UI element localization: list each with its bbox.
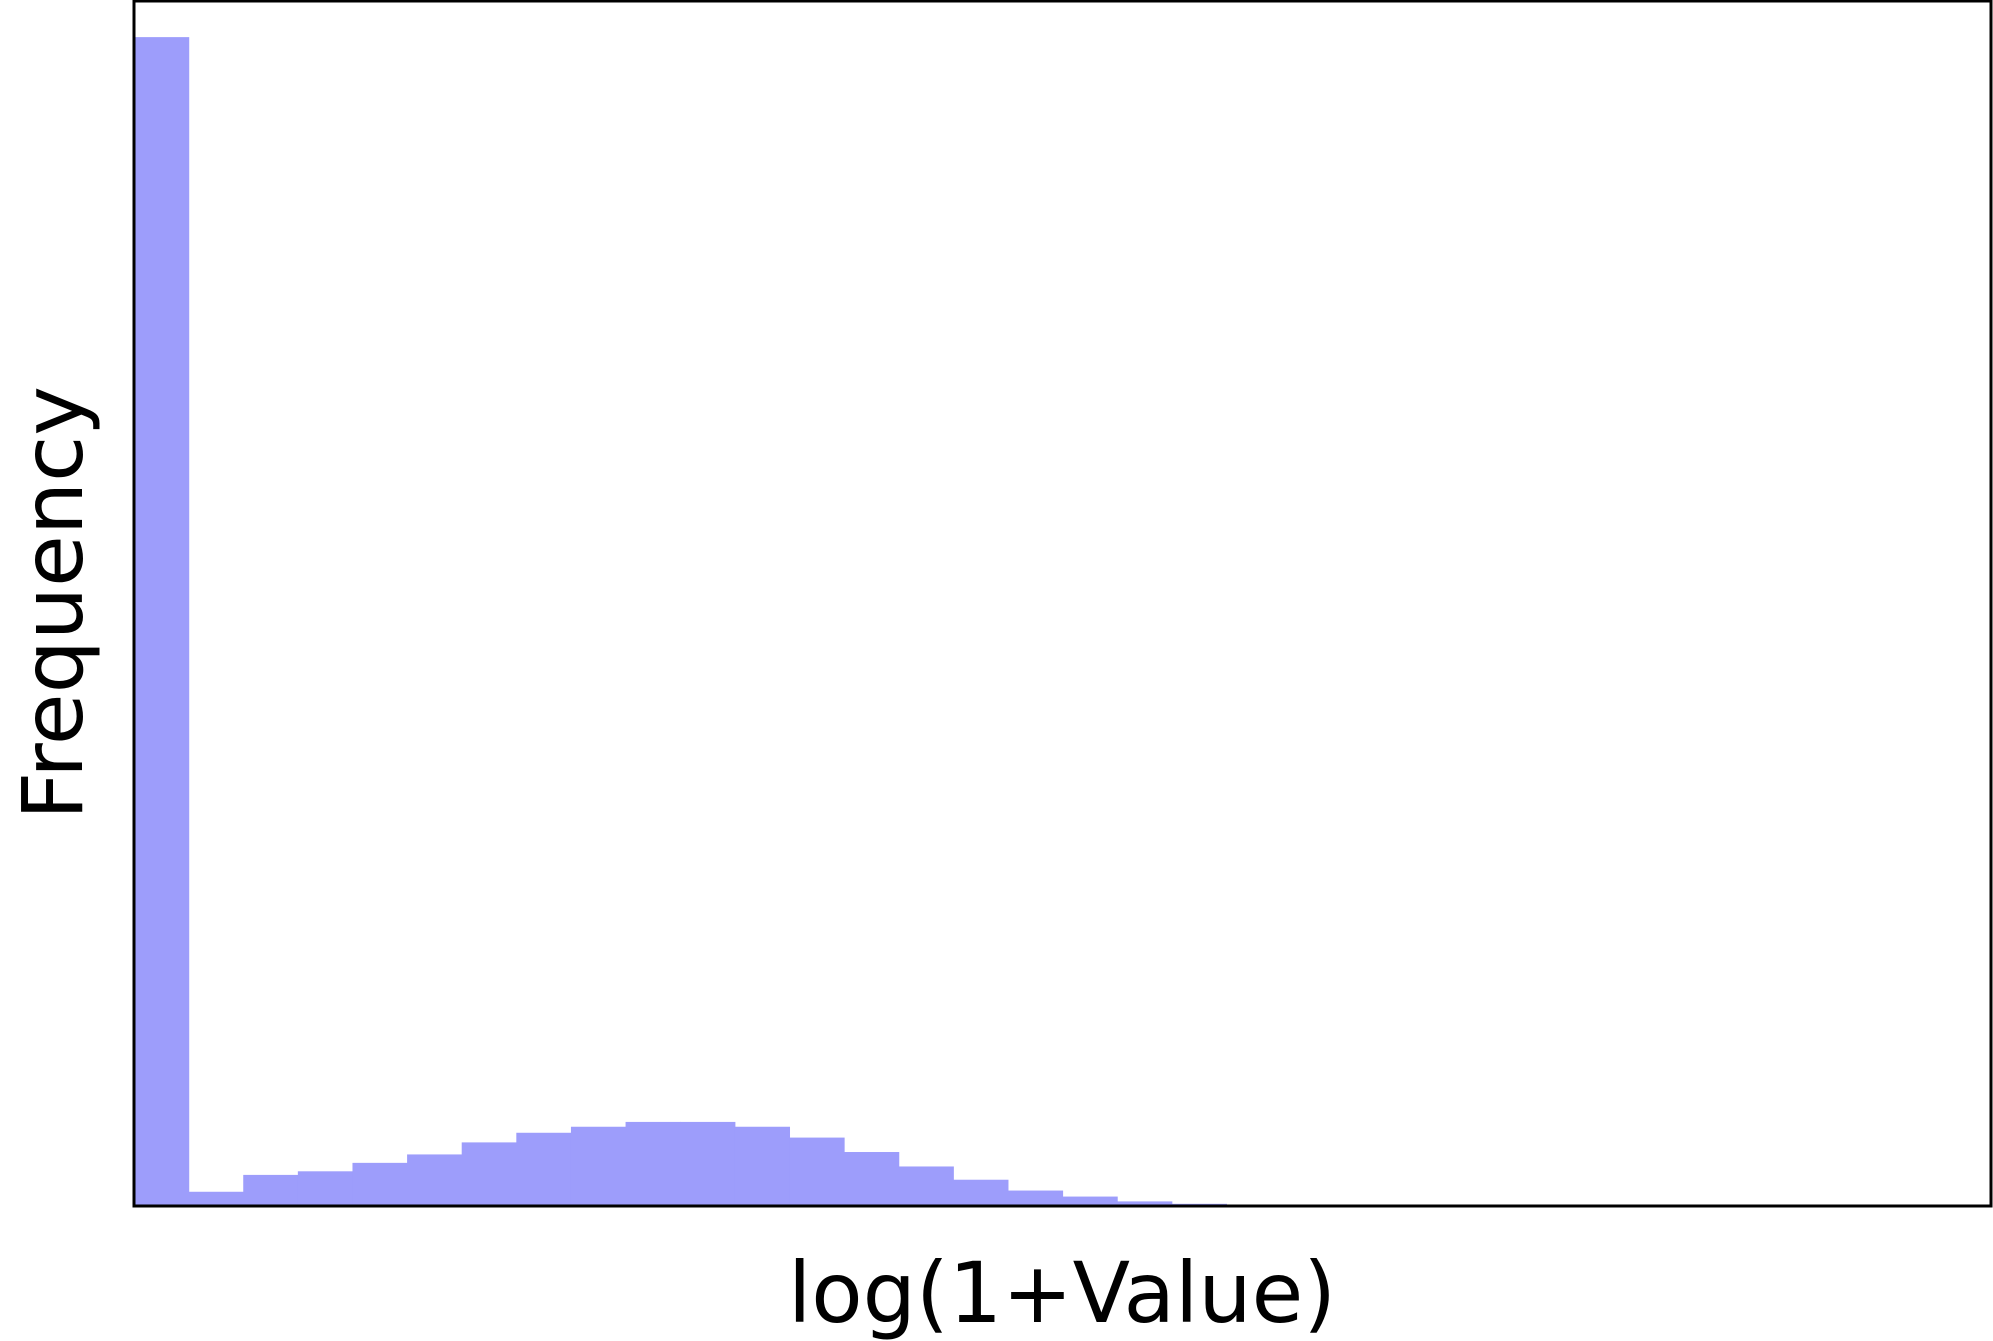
- histogram-bar: [789, 1137, 845, 1205]
- histogram-bar: [898, 1166, 954, 1205]
- y-axis-label: Frequency: [4, 386, 102, 820]
- x-axis-label: log(1+Value): [788, 1244, 1336, 1341]
- histogram-bar: [297, 1171, 354, 1205]
- histogram-bar: [1062, 1196, 1118, 1205]
- histogram-bar: [407, 1154, 463, 1205]
- histogram-bar: [953, 1179, 1009, 1205]
- histogram-bar: [570, 1126, 627, 1205]
- histogram-bar: [243, 1174, 299, 1205]
- histogram-bar: [734, 1126, 791, 1205]
- histogram-bar: [1007, 1190, 1064, 1205]
- histogram-bar: [1171, 1203, 1227, 1205]
- histogram-bar: [516, 1132, 572, 1205]
- plot-area-frame: [132, 0, 1993, 1208]
- histogram-bar: [625, 1121, 681, 1205]
- histogram-bar: [188, 1191, 244, 1205]
- histogram-bar: [680, 1121, 736, 1205]
- histogram-bars: [134, 37, 1227, 1206]
- histogram-bar: [352, 1162, 408, 1205]
- histogram-bar: [1117, 1201, 1173, 1205]
- histogram-bar: [134, 37, 190, 1206]
- histogram-bar: [844, 1152, 900, 1205]
- histogram-bar: [461, 1142, 517, 1205]
